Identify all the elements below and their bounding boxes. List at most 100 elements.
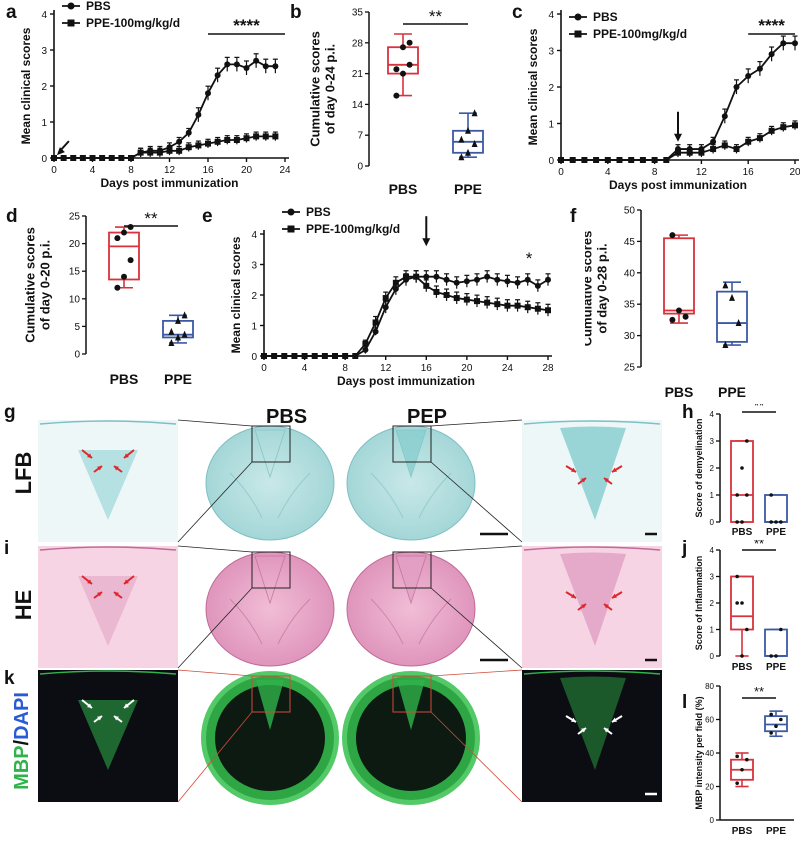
data-point-pbs [185,129,192,136]
data-point-ppe [443,292,450,298]
data-point-ppe [616,157,623,163]
data-point-ppe [413,273,420,280]
data-point [729,293,735,301]
y-tick-label: 45 [624,237,636,248]
data-point-ppe [628,157,635,163]
data-point [735,754,739,759]
gray-matter-outline [229,598,311,645]
data-point-ppe [675,149,681,156]
y-tick-label: 60 [705,715,714,724]
series-line-ppe [54,135,276,159]
x-tick-label: 20 [461,363,473,374]
significance-stars: ** [429,7,443,26]
y-tick-label: 35 [352,8,364,19]
pathology-arrowhead [87,453,92,458]
y-tick-label: 0 [710,652,715,661]
x-tick-label: 16 [421,363,433,374]
data-point [745,493,749,497]
connector-line [177,587,253,669]
connector-line [177,545,253,553]
y-tick-label: 80 [705,682,714,691]
series-line-pbs [264,275,549,357]
inset-box [251,425,291,463]
category-label-ppe: PPE [164,371,192,387]
y-axis-label: Mean clinical scores [527,28,540,145]
panel-letter-b: b [290,2,302,23]
y-tick-label: 30 [624,331,636,342]
y-tick-label: 1 [548,120,554,131]
data-point [127,257,134,264]
y-tick-label: 3 [548,47,554,58]
y-tick-label: 40 [705,749,714,758]
y-axis-label: Score of demyelination [694,418,704,517]
panel-letter-k: k [4,668,15,689]
legend-marker-ppe [67,19,75,27]
legend-label-pbs: PBS [593,10,618,24]
pathology-arrowhead [87,579,92,584]
y-tick-label: 0 [357,162,363,173]
significance-stars: **** [758,16,785,35]
chart-h-demyelination-score: 0 1 2 3 4 Score of demyelination PBS PPE ** [694,404,788,538]
significance-stars: **** [233,16,260,35]
section-mbp-pep [347,676,475,800]
data-point [740,466,744,470]
box-pbs [663,237,695,315]
category-label-ppe: PPE [718,384,746,400]
pathology-arrowhead [604,604,609,609]
tissue-edge [39,546,177,551]
y-tick-label: 0 [251,352,257,363]
x-tick-label: 12 [380,363,392,374]
data-point-ppe [176,147,183,154]
data-point-ppe [362,340,369,347]
data-point-ppe [137,149,144,156]
data-point-ppe [581,157,588,163]
data-point-ppe [224,137,231,143]
panel-letter-g: g [4,402,16,423]
data-point-pbs [756,65,763,72]
y-tick-label: 40 [624,268,636,279]
data-point-ppe [281,353,288,359]
data-point-ppe [70,155,77,161]
significance-stars: ** [754,540,764,551]
dorsal-column [395,429,427,479]
connector-line [177,461,253,543]
y-tick-label: 2 [548,83,554,94]
data-point-ppe [733,146,740,153]
y-tick-label: 10 [69,294,81,305]
y-tick-label: 0 [710,518,715,527]
pathology-arrowhead [124,579,129,584]
data-point-ppe [593,157,600,163]
data-point-ppe [321,353,328,359]
data-point [735,781,739,785]
data-point-ppe [453,295,460,302]
data-point [181,311,188,319]
data-point [774,724,778,728]
data-point-ppe [569,157,576,163]
pathology-arrowhead [581,604,586,609]
data-point-pbs [494,276,501,283]
y-tick-label: 4 [548,10,554,21]
x-tick-label: 28 [542,363,554,374]
data-point-pbs [205,90,211,97]
x-axis-label: Days post immunization [100,176,238,190]
data-point-ppe [352,353,359,359]
data-point [774,520,778,524]
pathology-arrowhead [97,592,102,597]
x-axis-label: Days post immunization [337,374,475,388]
pathology-arrowhead [571,717,576,722]
data-point-ppe [392,279,399,286]
data-point-pbs [524,276,531,283]
data-point [769,712,773,717]
data-point-ppe [756,135,763,142]
legend-label-ppe: PPE-100mg/kg/d [306,222,400,236]
data-point [175,333,181,341]
data-point-ppe [205,140,211,147]
box-pbs [108,231,140,281]
gray-matter-outline [229,472,311,519]
white-matter-ring [342,671,480,805]
dorsal-column [254,429,286,479]
connector-line [430,669,523,677]
connector-line [430,419,523,427]
pathology-arrowhead [124,703,129,708]
